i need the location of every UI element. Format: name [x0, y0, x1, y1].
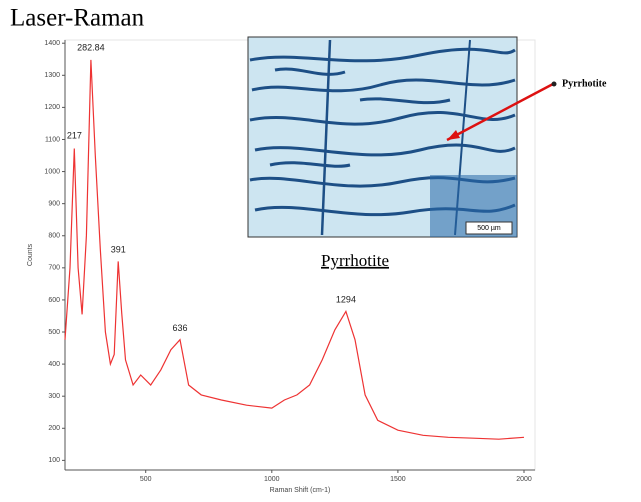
- pointer-dot: [552, 82, 557, 87]
- pointer-label: Pyrrhotite: [562, 78, 607, 89]
- y-tick-label: 500: [48, 329, 60, 336]
- inset-photo: 500 µm: [248, 37, 517, 237]
- scale-bar-label: 500 µm: [477, 225, 501, 232]
- y-tick-label: 300: [48, 393, 60, 400]
- y-axis-label: Counts: [27, 243, 34, 266]
- y-tick-label: 1300: [44, 72, 60, 79]
- peak-label: 636: [172, 323, 187, 333]
- y-tick-label: 200: [48, 425, 60, 432]
- inset-label: Pyrrhotite: [321, 251, 389, 270]
- y-tick-label: 1100: [45, 136, 60, 143]
- peak-label: 391: [111, 245, 126, 255]
- y-tick-label: 700: [48, 265, 60, 272]
- chart: Laser-Raman Counts Raman Shift (cm-1) 50…: [0, 0, 641, 497]
- y-tick-label: 800: [48, 233, 60, 240]
- x-tick-label: 2000: [516, 476, 532, 483]
- y-tick-label: 600: [48, 297, 60, 304]
- y-tick-label: 100: [48, 457, 60, 464]
- x-axis-label: Raman Shift (cm-1): [270, 487, 331, 494]
- peak-label: 282.84: [77, 42, 105, 52]
- y-tick-label: 900: [48, 201, 60, 208]
- y-tick-label: 1400: [44, 40, 60, 47]
- x-tick-label: 1500: [390, 476, 406, 483]
- y-tick-label: 400: [48, 361, 60, 368]
- x-tick-label: 500: [140, 476, 152, 483]
- chart-title: Laser-Raman: [10, 5, 145, 32]
- peak-label: 1294: [336, 294, 356, 304]
- y-tick-label: 1200: [44, 104, 60, 111]
- x-tick-label: 1000: [264, 476, 280, 483]
- peak-label: 217: [67, 131, 82, 141]
- y-tick-label: 1000: [44, 168, 60, 175]
